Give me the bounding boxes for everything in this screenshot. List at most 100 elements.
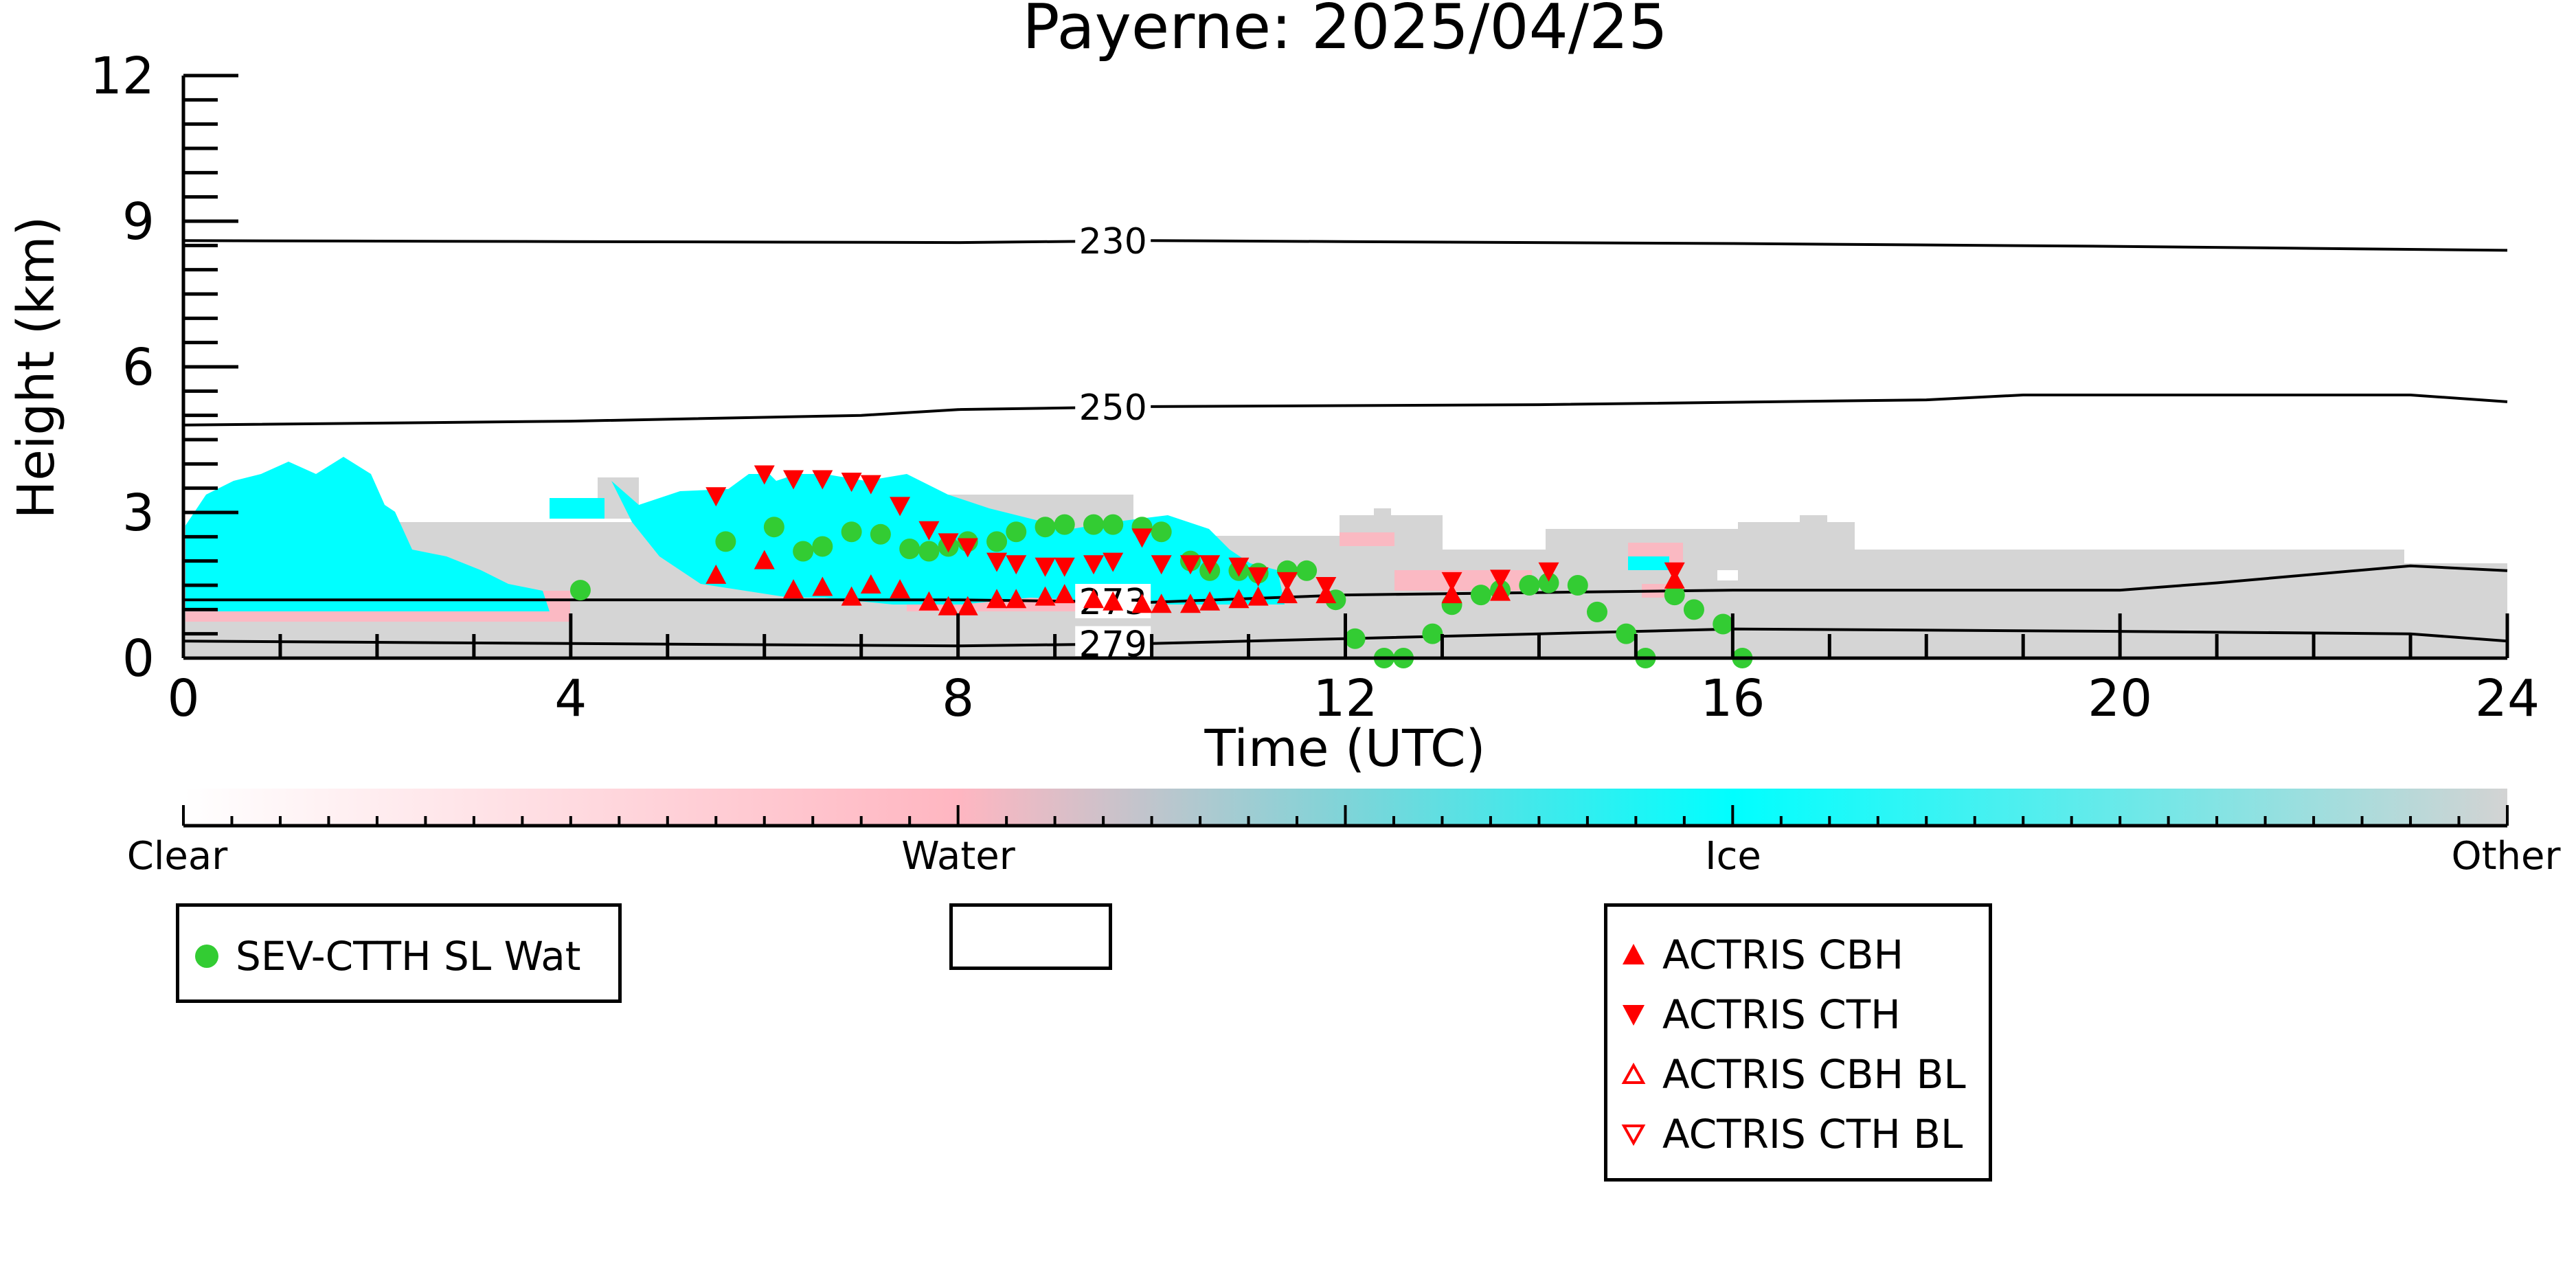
point-sev-ctth-sl-wat bbox=[1616, 623, 1637, 644]
colorbar-ticks bbox=[182, 805, 2509, 826]
point-sev-ctth-sl-wat bbox=[715, 531, 736, 552]
point-sev-ctth-sl-wat bbox=[1519, 575, 1540, 596]
point-sev-ctth-sl-wat bbox=[1083, 514, 1105, 535]
point-actris-cth bbox=[1538, 562, 1559, 582]
legend-actris: ACTRIS CBH ACTRIS CTH ACTRIS CBH BL ACTR… bbox=[1604, 903, 1992, 1182]
point-actris-cth bbox=[1131, 528, 1153, 548]
legend-entry-actris-cth: ACTRIS CTH bbox=[1620, 991, 1901, 1038]
contour-230 bbox=[183, 239, 2508, 252]
point-sev-ctth-sl-wat bbox=[870, 523, 891, 545]
open-triangle-down-icon bbox=[1621, 1125, 1646, 1146]
legend-satellite: SEV-CTTH SL Wat bbox=[176, 903, 622, 1003]
point-sev-ctth-sl-wat bbox=[1296, 560, 1318, 581]
point-actris-cth bbox=[841, 473, 862, 493]
chart-title: Payerne: 2025/04/25 bbox=[1022, 0, 1668, 63]
series-layer bbox=[569, 465, 1753, 668]
filled-triangle-up-icon bbox=[1623, 944, 1645, 964]
point-actris-cbh bbox=[1006, 589, 1027, 609]
point-sev-ctth-sl-wat bbox=[841, 521, 862, 543]
x-tick-label: 16 bbox=[1700, 669, 1765, 728]
point-actris-cth bbox=[938, 533, 959, 553]
point-actris-cth bbox=[1054, 557, 1075, 577]
point-actris-cth bbox=[1035, 557, 1056, 577]
legend-label: ACTRIS CTH bbox=[1662, 991, 1901, 1038]
point-actris-cth bbox=[1179, 555, 1201, 575]
point-actris-cbh bbox=[986, 589, 1008, 609]
point-actris-cth bbox=[705, 487, 727, 507]
point-actris-cbh bbox=[1103, 591, 1124, 611]
point-actris-cbh bbox=[1247, 586, 1269, 606]
contour-label-bg bbox=[1075, 389, 1151, 424]
point-actris-cbh bbox=[754, 550, 775, 569]
point-actris-cth bbox=[1151, 555, 1172, 575]
x-tick-label: 0 bbox=[167, 669, 199, 728]
filled-triangle-down-icon bbox=[1623, 1005, 1645, 1026]
point-actris-cbh bbox=[1276, 584, 1298, 604]
y-tick-label: 6 bbox=[122, 338, 155, 397]
point-actris-cth bbox=[1315, 577, 1337, 596]
point-sev-ctth-sl-wat bbox=[1538, 572, 1559, 594]
point-actris-cth bbox=[783, 470, 804, 490]
point-sev-ctth-sl-wat bbox=[1035, 517, 1056, 538]
point-sev-ctth-sl-wat bbox=[1586, 601, 1607, 622]
open-triangle-up-icon bbox=[1621, 1062, 1646, 1084]
y-tick-label: 3 bbox=[122, 484, 155, 543]
x-axis: 0 4 8 12 16 20 24 bbox=[167, 613, 2540, 728]
y-axis-label: Height (km) bbox=[7, 216, 66, 519]
point-actris-cth bbox=[890, 497, 911, 517]
point-sev-ctth-sl-wat bbox=[1664, 585, 1685, 606]
point-sev-ctth-sl-wat bbox=[1567, 575, 1588, 596]
x-tick-label: 4 bbox=[554, 669, 587, 728]
point-sev-ctth-sl-wat bbox=[812, 536, 833, 557]
y-tick-label: 0 bbox=[122, 629, 155, 688]
point-actris-cbh bbox=[1151, 594, 1172, 613]
x-tick-label: 24 bbox=[2475, 669, 2540, 728]
point-actris-cth bbox=[1490, 569, 1511, 589]
point-actris-cth bbox=[1664, 562, 1685, 582]
point-actris-cbh bbox=[938, 596, 959, 615]
point-actris-cth bbox=[1103, 552, 1124, 572]
point-actris-cbh bbox=[1199, 591, 1221, 611]
point-actris-cbh bbox=[841, 586, 862, 606]
point-actris-cbh bbox=[890, 579, 911, 599]
green-circle-marker-icon bbox=[195, 945, 218, 968]
point-sev-ctth-sl-wat bbox=[763, 517, 784, 538]
point-actris-cth bbox=[754, 465, 775, 485]
legend-entry-actris-cbh-bl: ACTRIS CBH BL bbox=[1620, 1051, 1966, 1098]
point-actris-cth bbox=[1199, 555, 1221, 575]
point-sev-ctth-sl-wat bbox=[1713, 613, 1734, 635]
y-axis: 0 3 6 9 12 bbox=[90, 47, 238, 688]
point-sev-ctth-sl-wat bbox=[1344, 628, 1366, 649]
colorbar-label-water: Water bbox=[901, 834, 1016, 879]
point-actris-cbh bbox=[1441, 584, 1462, 604]
point-actris-cbh bbox=[1179, 594, 1201, 613]
legend-label: ACTRIS CTH BL bbox=[1662, 1111, 1963, 1157]
x-tick-label: 12 bbox=[1313, 669, 1377, 728]
point-actris-cth bbox=[1083, 555, 1105, 575]
point-actris-cbh bbox=[1035, 586, 1056, 606]
point-actris-cbh bbox=[1490, 581, 1511, 601]
point-actris-cbh bbox=[860, 574, 881, 594]
legend-label: ACTRIS CBH bbox=[1662, 931, 1904, 978]
contour-label-250: 250 bbox=[1079, 387, 1147, 429]
point-actris-cth bbox=[860, 475, 881, 495]
x-axis-label: Time (UTC) bbox=[1204, 719, 1485, 778]
point-actris-cth bbox=[918, 521, 940, 541]
point-sev-ctth-sl-wat bbox=[899, 539, 920, 559]
legend-entry-actris-cth-bl: ACTRIS CTH BL bbox=[1620, 1111, 1963, 1157]
legend-entry-actris-cbh: ACTRIS CBH bbox=[1620, 931, 1904, 978]
point-sev-ctth-sl-wat bbox=[1470, 585, 1491, 606]
point-actris-cbh bbox=[1054, 584, 1075, 604]
point-actris-cbh bbox=[918, 591, 940, 611]
point-sev-ctth-sl-wat bbox=[793, 541, 814, 562]
point-actris-cth bbox=[1276, 572, 1298, 591]
point-actris-cth bbox=[812, 470, 833, 490]
point-actris-cbh bbox=[957, 596, 978, 615]
legend-empty bbox=[949, 903, 1112, 970]
contour-273 bbox=[183, 564, 2508, 604]
point-sev-ctth-sl-wat bbox=[1006, 521, 1027, 543]
point-actris-cth bbox=[1247, 567, 1269, 587]
point-actris-cth bbox=[1228, 557, 1250, 577]
point-sev-ctth-sl-wat bbox=[1151, 521, 1172, 543]
colorbar-label-other: Other bbox=[2451, 834, 2561, 879]
